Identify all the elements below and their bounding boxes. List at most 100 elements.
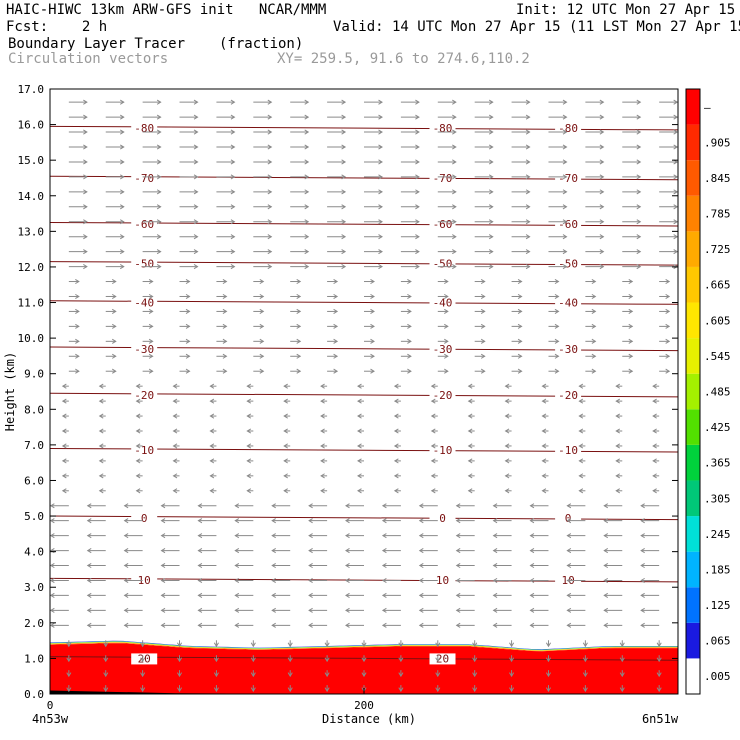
wind-vector-head bbox=[566, 548, 572, 554]
wind-vector-head bbox=[250, 672, 256, 678]
wind-vector bbox=[381, 622, 401, 628]
wind-vector-head bbox=[193, 249, 199, 255]
wind-vector bbox=[472, 685, 478, 693]
wind-vector bbox=[548, 204, 568, 210]
wind-vector bbox=[585, 293, 597, 300]
wind-vector bbox=[548, 264, 568, 270]
wind-vector bbox=[287, 655, 293, 663]
colorbar-frame bbox=[685, 88, 701, 695]
wind-vector-head bbox=[509, 642, 515, 648]
wind-vector bbox=[66, 655, 72, 663]
wind-vector bbox=[345, 592, 364, 598]
wind-vector bbox=[400, 338, 412, 344]
wind-vector-head bbox=[324, 642, 330, 648]
wind-vector-head bbox=[599, 159, 605, 165]
wind-vector bbox=[216, 114, 236, 120]
wind-vector bbox=[656, 655, 662, 663]
wind-vector bbox=[652, 458, 660, 464]
wind-vector bbox=[548, 234, 568, 240]
wind-vector-head bbox=[283, 383, 288, 389]
wind-vector bbox=[566, 518, 586, 524]
wind-vector-head bbox=[75, 353, 80, 359]
colorbar-segment bbox=[686, 516, 700, 552]
wind-vector-head bbox=[418, 518, 424, 524]
wind-vector bbox=[430, 473, 438, 479]
wind-vector-head bbox=[525, 189, 531, 195]
wind-vector bbox=[474, 293, 486, 300]
wind-vector bbox=[345, 548, 364, 554]
wind-vector bbox=[659, 308, 671, 314]
wind-vector bbox=[197, 548, 217, 554]
wind-vector bbox=[398, 640, 404, 648]
wind-vector bbox=[98, 458, 106, 464]
wind-vector-head bbox=[98, 488, 104, 494]
wind-vector-head bbox=[509, 687, 515, 693]
wind-vector bbox=[361, 640, 367, 648]
wind-vector bbox=[253, 219, 273, 225]
wind-vector bbox=[216, 99, 236, 105]
wind-vector bbox=[578, 473, 586, 479]
wind-vector bbox=[290, 323, 302, 329]
wind-vector bbox=[290, 129, 310, 135]
contour-label: 20 bbox=[436, 652, 449, 665]
wind-vector-head bbox=[656, 642, 662, 648]
wind-vector bbox=[86, 548, 106, 554]
wind-vector bbox=[179, 368, 191, 374]
contour-label-bg bbox=[429, 343, 456, 355]
wind-vector bbox=[234, 548, 254, 554]
wind-vector-head bbox=[407, 293, 412, 300]
wind-vector-head bbox=[75, 323, 80, 329]
wind-vector-head bbox=[271, 592, 276, 598]
wind-vector-head bbox=[636, 204, 642, 210]
wind-vector-head bbox=[230, 99, 236, 105]
wind-vector bbox=[622, 338, 634, 344]
wind-vector bbox=[68, 264, 88, 270]
wind-vector bbox=[578, 413, 586, 419]
wind-vector bbox=[135, 398, 143, 404]
wind-vector-head bbox=[246, 383, 252, 389]
wind-vector-head bbox=[488, 234, 494, 240]
wind-vector bbox=[566, 577, 586, 584]
wind-vector-head bbox=[320, 398, 325, 404]
wind-vector bbox=[357, 443, 364, 449]
wind-vector-head bbox=[652, 473, 657, 479]
wind-vector-head bbox=[418, 533, 424, 539]
contour-label: -80 bbox=[433, 122, 453, 135]
wind-vector bbox=[529, 503, 549, 509]
wind-vector bbox=[659, 219, 679, 225]
wind-vector-head bbox=[562, 189, 568, 195]
wind-vector bbox=[437, 144, 457, 150]
wind-vector-head bbox=[341, 249, 347, 255]
wind-vector bbox=[290, 368, 302, 374]
wind-vector-head bbox=[444, 368, 449, 374]
wind-vector bbox=[548, 159, 568, 165]
wind-vector bbox=[474, 114, 494, 120]
wind-vector bbox=[585, 249, 605, 255]
wind-vector bbox=[585, 114, 605, 120]
wind-vector-head bbox=[230, 144, 236, 150]
contour-label: -40 bbox=[433, 297, 453, 310]
wind-vector bbox=[393, 443, 401, 449]
wind-vector-head bbox=[455, 622, 461, 628]
wind-vector-head bbox=[455, 577, 461, 584]
y-tick-label: 7.0 bbox=[24, 439, 44, 452]
wind-vector bbox=[545, 640, 552, 648]
wind-vector bbox=[437, 129, 457, 135]
wind-vector-head bbox=[467, 383, 473, 389]
wind-vector bbox=[61, 413, 69, 419]
wind-vector bbox=[381, 562, 401, 569]
colorbar-label: .005 bbox=[704, 670, 731, 683]
wind-vector-head bbox=[123, 622, 129, 628]
wind-vector-head bbox=[407, 323, 412, 329]
wind-vector-head bbox=[599, 144, 605, 150]
wind-vector bbox=[492, 577, 512, 584]
wind-vector-head bbox=[287, 672, 293, 678]
wind-vector bbox=[659, 114, 679, 120]
wind-vector-head bbox=[452, 234, 457, 240]
wind-vector-head bbox=[488, 264, 494, 270]
wind-vector bbox=[123, 607, 143, 613]
wind-vector bbox=[622, 353, 634, 359]
wind-vector-head bbox=[619, 642, 625, 648]
wind-vector bbox=[135, 473, 143, 479]
wind-vector bbox=[179, 264, 199, 270]
